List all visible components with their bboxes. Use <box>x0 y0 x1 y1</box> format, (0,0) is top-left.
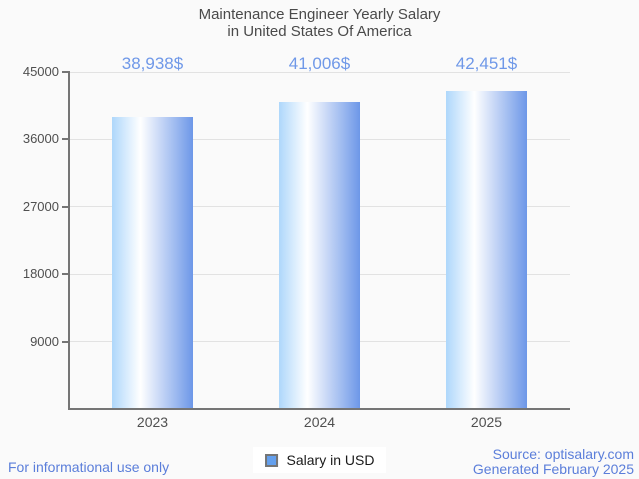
y-axis-tick <box>62 273 69 276</box>
y-axis-line <box>68 71 70 410</box>
y-tick-label: 36000 <box>22 131 59 147</box>
bar <box>446 91 527 409</box>
y-axis-tick <box>62 340 69 343</box>
source-line: Source: optisalary.com <box>492 446 634 462</box>
bar <box>112 117 193 409</box>
legend: Salary in USD <box>252 447 387 473</box>
disclaimer-text: For informational use only <box>8 459 170 475</box>
chart-title-line2: in United States Of America <box>227 23 412 40</box>
y-tick-label: 45000 <box>22 64 59 79</box>
y-axis-tick <box>62 71 69 73</box>
chart-title: Maintenance Engineer Yearly Salary in Un… <box>0 6 639 40</box>
y-tick-label: 18000 <box>22 266 59 282</box>
source-info: Source: optisalary.com Generated Februar… <box>473 447 634 477</box>
legend-label: Salary in USD <box>286 452 375 468</box>
bar <box>279 101 360 409</box>
gridline <box>69 71 570 73</box>
legend-swatch-icon <box>264 453 278 467</box>
x-category-label: 2023 <box>136 414 169 430</box>
generated-line: Generated February 2025 <box>472 461 634 477</box>
x-category-label: 2025 <box>470 414 503 430</box>
y-tick-label: 27000 <box>22 198 59 214</box>
chart-title-line1: Maintenance Engineer Yearly Salary <box>198 6 441 23</box>
y-tick-label: 9000 <box>30 333 59 349</box>
bar-value-label: 38,938$ <box>121 54 184 73</box>
x-axis-line <box>68 408 570 410</box>
x-category-label: 2024 <box>303 414 336 430</box>
y-axis-tick <box>62 205 69 208</box>
bar-value-label: 42,451$ <box>455 54 518 73</box>
bar-value-label: 41,006$ <box>288 54 351 73</box>
y-axis-tick <box>62 138 69 141</box>
